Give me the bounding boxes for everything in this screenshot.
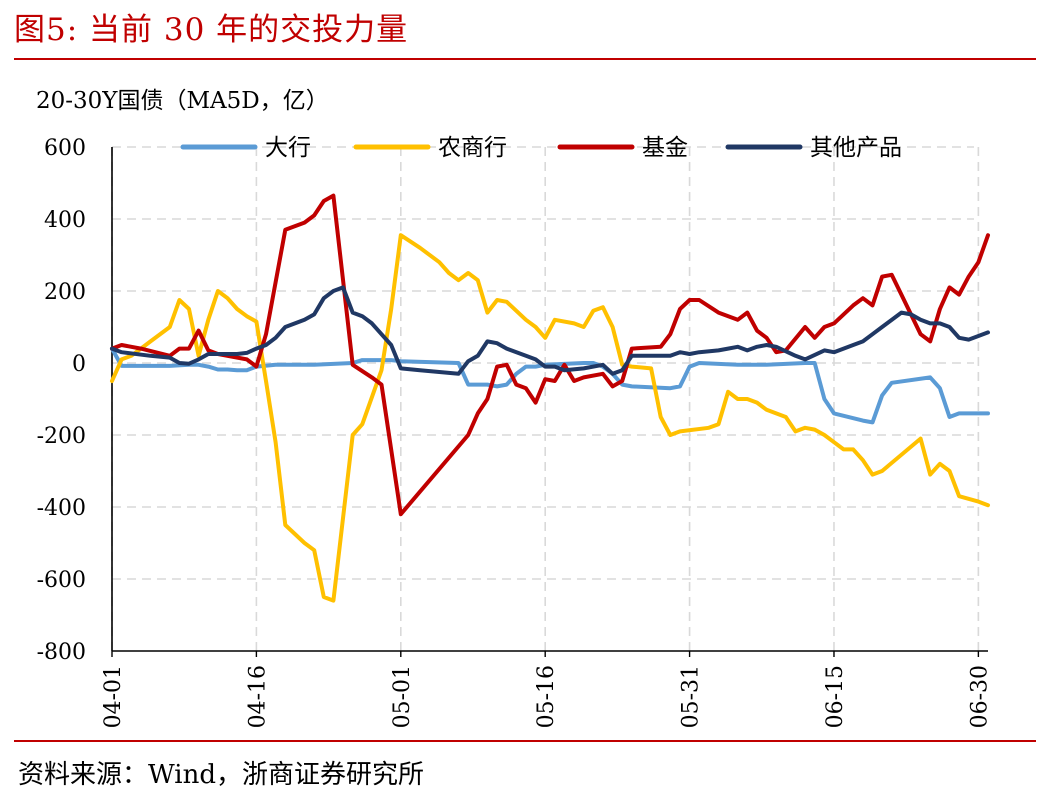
series-line-3	[110, 285, 990, 376]
source-rule	[14, 740, 1036, 742]
legend-label-3: 其他产品	[810, 135, 902, 161]
x-tick-label: 04-01	[101, 665, 126, 728]
y-tick-label: -600	[37, 568, 86, 593]
y-axis-title: 20-30Y国债（MA5D，亿）	[36, 88, 329, 114]
series-lines	[110, 193, 990, 603]
x-tick-label: 06-30	[967, 665, 992, 728]
axes	[111, 147, 988, 657]
chart: 20-30Y国债（MA5D，亿） 600 400 200 0 -200 -400 -600 -…	[36, 88, 992, 728]
legend-label-0: 大行	[265, 135, 311, 161]
series-line-1	[110, 233, 990, 603]
y-tick-label: 600	[44, 136, 86, 161]
y-tick-label: 400	[44, 208, 86, 233]
y-tick-label: 0	[72, 352, 86, 377]
y-tick-label: -400	[37, 496, 86, 521]
x-tick-labels: 04-01 04-16 05-01 05-16 05-31 06-15 06-30	[101, 665, 992, 728]
x-tick-label: 05-31	[679, 665, 704, 728]
x-tick-label: 06-15	[823, 665, 848, 728]
y-tick-label: 200	[44, 280, 86, 305]
legend: 大行 农商行 基金 其他产品	[180, 135, 902, 161]
x-tick-label: 05-16	[534, 665, 559, 728]
legend-label-2: 基金	[642, 135, 688, 161]
y-tick-label: -800	[37, 640, 86, 665]
grid	[111, 146, 980, 651]
legend-label-1: 农商行	[438, 135, 507, 161]
x-tick-label: 04-16	[245, 665, 270, 728]
source-note: 资料来源：Wind，浙商证券研究所	[18, 760, 424, 790]
figure-title: 图5: 当前 30 年的交投力量	[14, 12, 409, 48]
series-line-2	[110, 193, 990, 517]
y-tick-labels: 600 400 200 0 -200 -400 -600 -800	[37, 136, 86, 665]
title-rule	[14, 58, 1036, 60]
x-tick-label: 05-01	[390, 665, 415, 728]
y-tick-label: -200	[37, 424, 86, 449]
